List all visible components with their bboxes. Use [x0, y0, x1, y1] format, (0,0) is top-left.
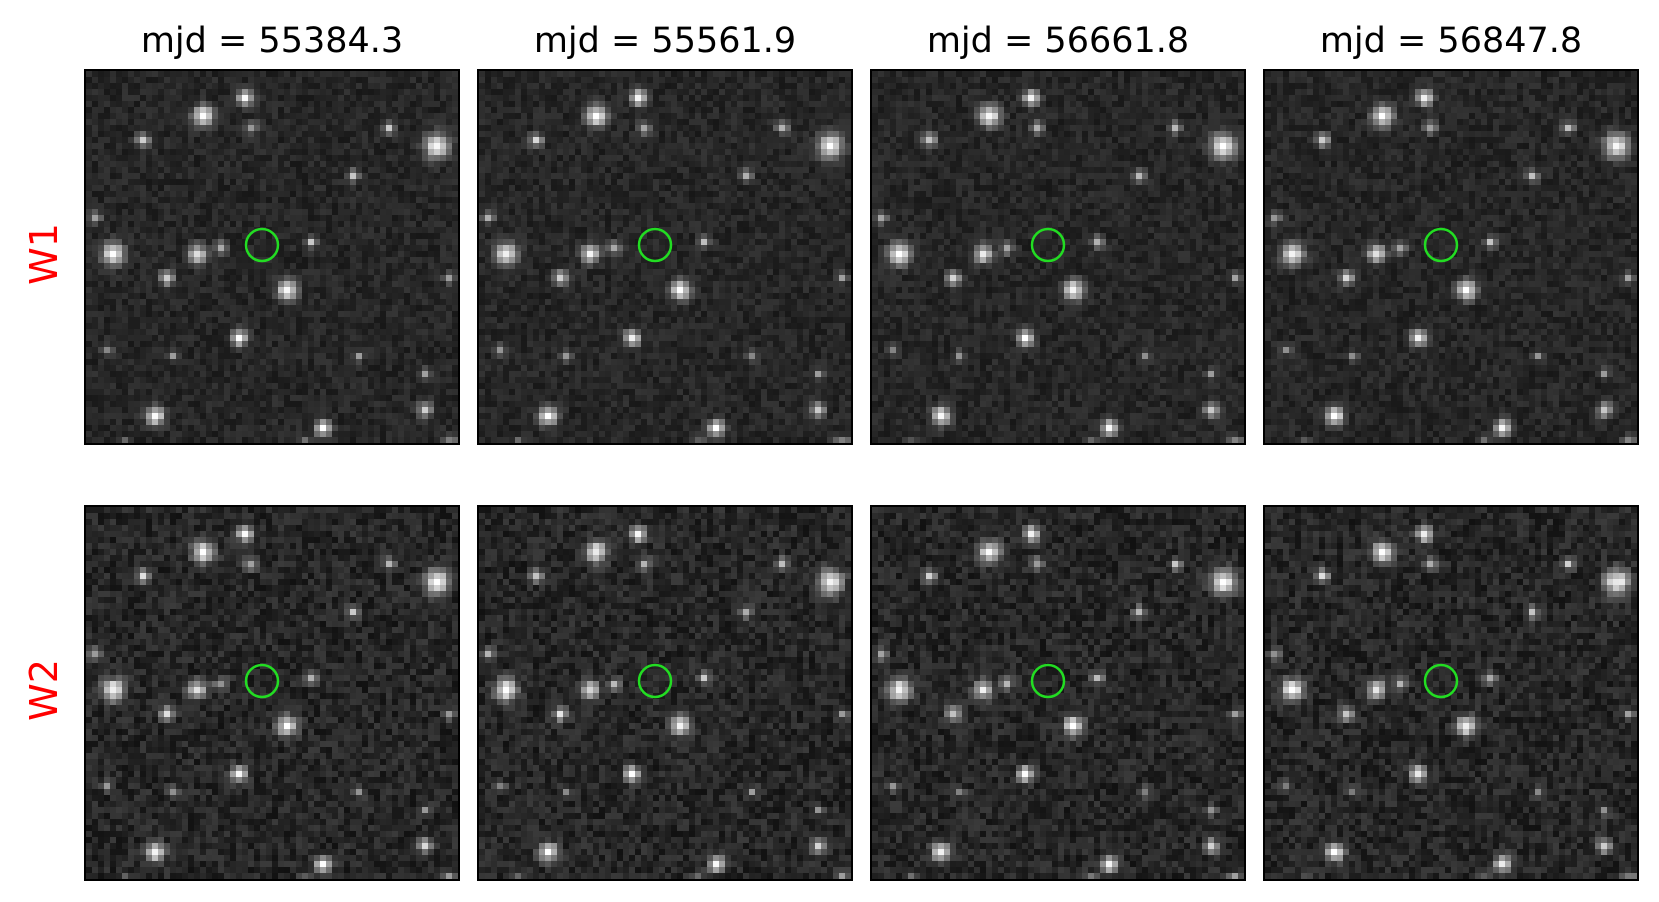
row-label-w2-wrap: W2: [8, 620, 80, 760]
row-label-w2: W2: [22, 659, 66, 721]
target-circle-marker: [244, 227, 280, 263]
column-title-1: mjd = 55384.3: [140, 21, 404, 61]
target-circle-marker: [1423, 663, 1459, 699]
image-panel-w1-2: [477, 69, 853, 445]
image-panel-w2-3: [870, 505, 1246, 881]
column-title-2: mjd = 55561.9: [533, 21, 797, 61]
target-circle-marker: [1030, 227, 1066, 263]
target-circle-marker: [1030, 663, 1066, 699]
column-title-3: mjd = 56661.8: [926, 21, 1190, 61]
target-circle-marker: [244, 663, 280, 699]
row-label-w1: W1: [22, 223, 66, 285]
image-panel-w1-1: [84, 69, 460, 445]
target-circle-marker: [637, 663, 673, 699]
target-circle-marker: [637, 227, 673, 263]
image-panel-w1-3: [870, 69, 1246, 445]
image-panel-w2-1: [84, 505, 460, 881]
image-panel-w2-4: [1263, 505, 1639, 881]
image-panel-w1-4: [1263, 69, 1639, 445]
row-label-w1-wrap: W1: [8, 184, 80, 324]
target-circle-marker: [1423, 227, 1459, 263]
column-title-4: mjd = 56847.8: [1319, 21, 1583, 61]
image-panel-w2-2: [477, 505, 853, 881]
